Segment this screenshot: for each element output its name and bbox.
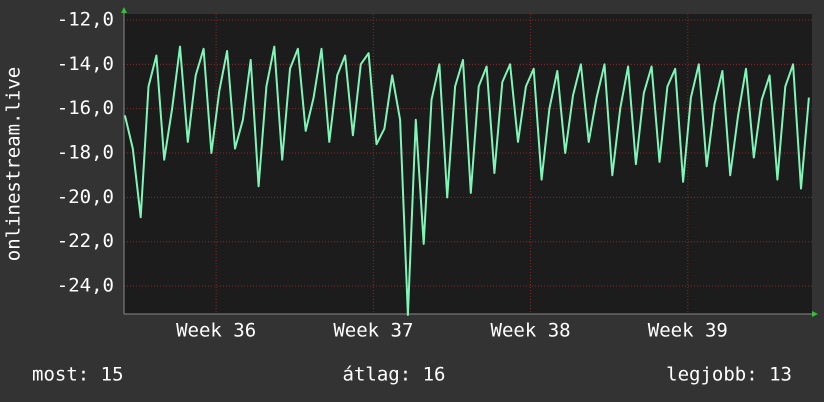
y-tick-label: -16,0 xyxy=(57,97,114,119)
footer-stat: most: 15 xyxy=(32,364,124,386)
x-tick-label: Week 36 xyxy=(176,320,256,342)
x-tick-label: Week 39 xyxy=(648,320,728,342)
y-tick-label: -22,0 xyxy=(57,230,114,252)
y-axis-label: onlinestream.live xyxy=(3,67,25,261)
footer-stat: átlag: 16 xyxy=(343,364,446,386)
y-tick-label: -14,0 xyxy=(57,53,114,75)
y-tick-label: -20,0 xyxy=(57,186,114,208)
y-tick-label: -24,0 xyxy=(57,275,114,297)
y-tick-label: -18,0 xyxy=(57,142,114,164)
x-tick-label: Week 38 xyxy=(491,320,571,342)
x-tick-label: Week 37 xyxy=(333,320,413,342)
footer-stat: legjobb: 13 xyxy=(666,364,792,386)
y-tick-label: -12,0 xyxy=(57,8,114,30)
data-line xyxy=(123,45,810,316)
